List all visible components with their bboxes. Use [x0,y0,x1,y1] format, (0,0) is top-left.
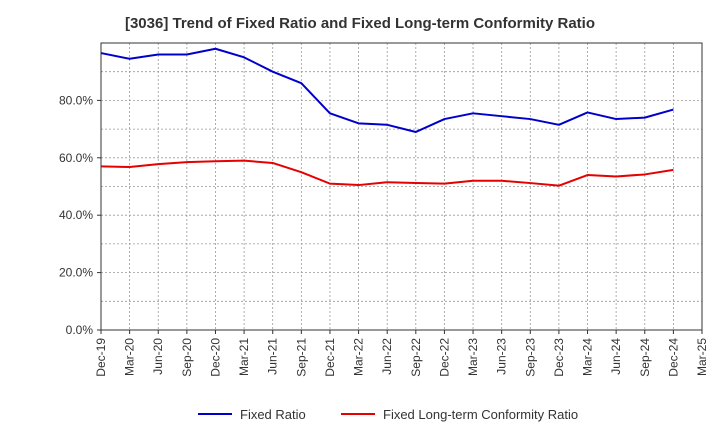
x-axis-ticks: Dec-19 Mar-20 Jun-20 Sep-20 Dec-20 Mar-21 Jun-… [94,330,709,377]
series-lines [100,47,674,187]
series-line-0 [100,47,674,133]
x-tick-label: Jun-20 [151,338,165,375]
legend-label-1: Fixed Long-term Conformity Ratio [383,407,578,422]
x-tick-label: Sep-21 [294,338,308,377]
x-tick-label: Mar-21 [237,338,251,376]
series-line-1 [100,159,674,187]
x-tick-label: Dec-19 [94,338,108,377]
x-tick-label: Mar-20 [123,338,137,376]
y-tick-label: 0.0% [66,323,94,337]
y-tick-label: 60.0% [59,151,93,165]
x-tick-label: Mar-22 [352,338,366,376]
y-tick-label: 20.0% [59,266,93,280]
x-tick-label: Dec-23 [552,338,566,377]
grid-lines [101,43,702,330]
x-tick-label: Sep-22 [409,338,423,377]
x-tick-label: Jun-24 [609,338,623,375]
x-tick-label: Dec-20 [208,338,222,377]
x-tick-label: Jun-22 [380,338,394,375]
legend: Fixed Ratio Fixed Long-term Conformity Ra… [198,407,578,422]
x-tick-label: Dec-22 [437,338,451,377]
x-tick-label: Jun-21 [266,338,280,375]
x-tick-label: Dec-24 [666,338,680,377]
x-tick-label: Mar-24 [581,338,595,376]
x-tick-label: Dec-21 [323,338,337,377]
x-tick-label: Sep-24 [638,338,652,377]
x-tick-label: Mar-23 [466,338,480,376]
legend-label-0: Fixed Ratio [240,407,306,422]
y-tick-label: 80.0% [59,93,93,107]
x-tick-label: Mar-25 [695,338,709,376]
plot-frame [100,42,703,331]
y-axis-ticks: 0.0% 20.0% 40.0% 60.0% 80.0% [59,93,101,337]
x-tick-label: Sep-20 [180,338,194,377]
x-tick-label: Jun-23 [495,338,509,375]
y-tick-label: 40.0% [59,208,93,222]
x-tick-label: Sep-23 [523,338,537,377]
chart-title: [3036] Trend of Fixed Ratio and Fixed Lo… [124,15,596,32]
